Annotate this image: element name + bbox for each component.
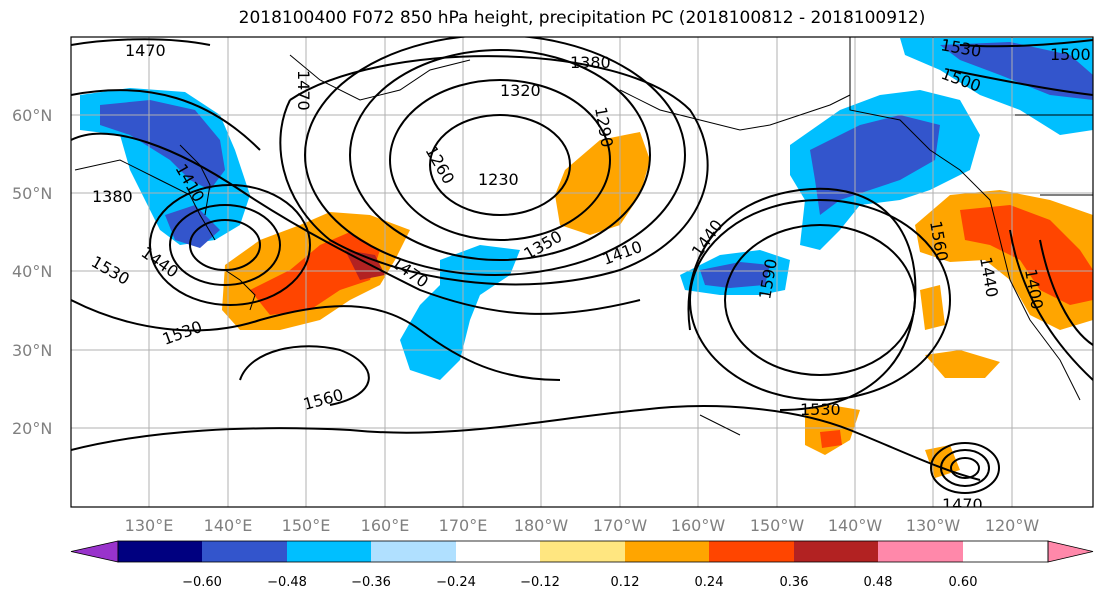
contour-label: 1530 [800,400,841,419]
colorbar-tick-label: 0.48 [864,575,893,590]
lon-label: 120°W [985,516,1040,535]
colorbar-outline [117,540,1049,563]
contour-label: 1470 [294,70,313,111]
colorbar-segment [878,541,963,562]
contour-label: 1380 [570,53,611,72]
lon-label: 170°W [593,516,648,535]
colorbar-segment [1047,540,1094,563]
colorbar-segment [70,540,119,563]
colorbar-tick-label: −0.48 [267,575,307,590]
precip-shading [80,38,1093,478]
colorbar-tick-label: 0.36 [780,575,809,590]
lon-label: 130°W [906,516,961,535]
lon-labels: 130°E 140°E 150°E 160°E 170°E 180°W 170°… [125,516,1040,535]
colorbar-segment [794,541,878,562]
lat-label: 40°N [12,262,52,281]
colorbar-segment [371,541,456,562]
colorbar-tick-label: −0.60 [182,575,222,590]
colorbar [70,540,1094,563]
contour-label: 1380 [92,187,133,206]
colorbar-tick-label: 0.60 [949,575,978,590]
map-title: 2018100400 F072 850 hPa height, precipit… [238,8,926,28]
lon-label: 180°W [514,516,569,535]
colorbar-segment [709,541,794,562]
colorbar-tick-label: 0.12 [611,575,640,590]
colorbar-segment [202,541,287,562]
contour-label: 1320 [500,81,541,100]
lat-label: 50°N [12,184,52,203]
colorbar-tick-label: −0.24 [436,575,476,590]
colorbar-segment [456,541,540,562]
height-contours [71,37,1093,494]
lon-label: 130°E [125,516,174,535]
lat-labels: 60°N 50°N 40°N 30°N 20°N [12,106,52,438]
lon-label: 160°W [671,516,726,535]
colorbar-labels: −0.60 −0.48 −0.36 −0.24 −0.12 0.12 0.24 … [182,575,977,590]
contour-label: 1470 [125,41,166,60]
colorbar-tick-label: 0.24 [695,575,724,590]
lat-label: 60°N [12,106,52,125]
colorbar-segment [540,541,625,562]
lat-label: 20°N [12,419,52,438]
graticule [71,37,1093,507]
contour-label: 1470 [942,495,983,514]
lon-label: 160°E [361,516,410,535]
map-frame [70,36,1094,508]
contour-label: 1230 [478,170,519,189]
contour-label: 1500 [1050,45,1091,64]
lon-label: 150°E [282,516,331,535]
colorbar-segment [625,541,709,562]
colorbar-segment [118,541,202,562]
lon-label: 170°E [439,516,488,535]
colorbar-tick-label: −0.12 [520,575,560,590]
colorbar-segment [287,541,371,562]
lon-label: 140°E [204,516,253,535]
lon-label: 150°W [750,516,805,535]
lat-label: 30°N [12,341,52,360]
colorbar-tick-label: −0.36 [351,575,391,590]
lon-label: 140°W [828,516,883,535]
coastlines [74,37,1093,436]
